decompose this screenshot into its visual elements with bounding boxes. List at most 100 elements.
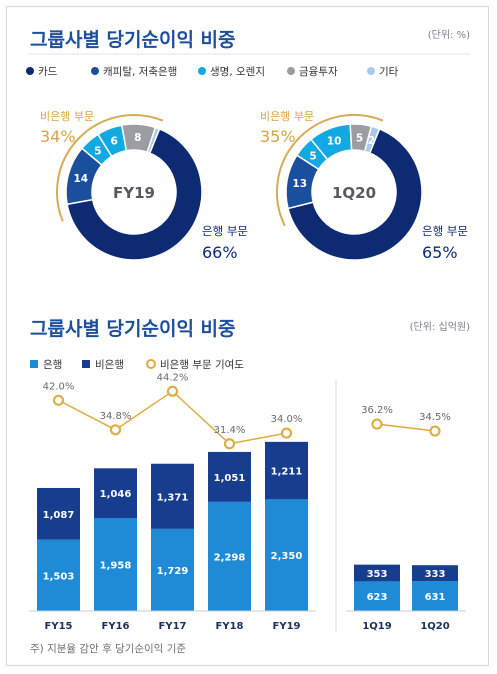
section1-legend: 카드 캐피탈, 저축은행 생명, 오렌지 금융투자 기타	[26, 65, 399, 78]
donut1-slice-0	[287, 127, 423, 261]
legend1-label-0: 카드	[38, 66, 58, 78]
legend2-swatch-0	[30, 360, 38, 368]
line0-point-fy16	[109, 424, 122, 436]
line0-label-fy15: 42.0%	[43, 381, 75, 392]
bar1-xtick-1q19: 1Q19	[362, 621, 391, 632]
line1-contribution	[376, 423, 436, 432]
section2-unit: (단위: 십억원)	[410, 320, 470, 333]
donut0-slice-5	[146, 126, 161, 155]
legend1-swatch-4	[367, 67, 375, 75]
bar0-bank-label-fy19: 2,350	[271, 551, 303, 562]
bar0-xtick-fy15: FY15	[45, 621, 73, 632]
legend1-swatch-1	[91, 67, 99, 75]
bar0-bank-fy17	[151, 528, 194, 611]
legend2-label-2: 비은행 부문 기여도	[160, 359, 244, 371]
bar1-nonbank-label-1q20: 333	[425, 569, 446, 580]
legend2-label-0: 은행	[43, 359, 62, 371]
bar1-bank-label-1q19: 623	[367, 592, 388, 603]
bar1-xtick-1q20: 1Q20	[420, 621, 449, 632]
bar0-nonbank-fy15	[37, 487, 80, 540]
bar0-nonbank-label-fy19: 1,211	[271, 467, 303, 478]
bar0-nonbank-label-fy17: 1,371	[157, 492, 189, 503]
bar1-bank-label-1q20: 631	[425, 592, 446, 603]
line0-point-fy15	[52, 394, 65, 406]
donut1-label-5: 2	[368, 135, 375, 147]
donut0-nonbank-arc	[56, 114, 164, 222]
line1-point-1q20	[429, 425, 441, 437]
bar1-nonbank-1q20	[412, 565, 458, 582]
bar1-bank-1q19	[354, 581, 400, 611]
section2-legend: 은행 비은행 비은행 부문 기여도	[30, 359, 244, 371]
donut1-label-1: 13	[292, 178, 307, 190]
donut0-bank-value: 66%	[202, 243, 238, 262]
bar0-nonbank-fy16	[94, 468, 137, 518]
legend1-label-4: 기타	[379, 66, 399, 78]
bar0-nonbank-fy17	[151, 463, 194, 529]
bar0-nonbank-fy19	[265, 441, 308, 500]
line1-label-1q19: 36.2%	[361, 405, 393, 416]
bar-charts: 1,503 1,087 FY15 1,958 1,046 FY16 1,729 1,371 FY…	[29, 372, 466, 632]
line0-point-fy18	[223, 438, 236, 450]
donut1-label-4: 5	[356, 132, 363, 144]
bar1-nonbank-label-1q19: 353	[367, 569, 388, 580]
donut0-slice-0	[66, 127, 203, 261]
legend1-swatch-2	[198, 67, 206, 75]
line1-point-1q19	[371, 418, 383, 430]
bar0-bank-label-fy18: 2,298	[214, 552, 246, 563]
bar0-bank-label-fy16: 1,958	[100, 560, 132, 571]
legend1-swatch-3	[287, 67, 295, 75]
donut0-nonbank-label: 비은행 부문	[40, 110, 94, 123]
legend1-swatch-0	[26, 67, 34, 75]
line0-label-fy18: 31.4%	[214, 425, 246, 436]
bar0-xtick-fy17: FY17	[159, 621, 187, 632]
bar0-nonbank-label-fy16: 1,046	[100, 489, 132, 500]
bar0-nonbank-label-fy15: 1,087	[43, 510, 75, 521]
section1-title: 그룹사별 당기순이익 비중	[30, 29, 236, 51]
bar0-xtick-fy19: FY19	[273, 621, 301, 632]
bar1-nonbank-1q19	[354, 564, 400, 582]
donut1-nonbank-arc	[276, 114, 384, 227]
line0-label-fy16: 34.8%	[100, 411, 132, 422]
bar0-xtick-fy16: FY16	[102, 621, 130, 632]
footnote: 주) 지분율 감안 후 당기순이익 기준	[30, 643, 186, 655]
line0-contribution	[58, 390, 287, 445]
donut0-center-label: FY19	[113, 184, 155, 202]
bar1-bank-1q20	[412, 581, 458, 611]
donut1-label-3: 10	[327, 136, 342, 148]
line1-label-1q20: 34.5%	[419, 412, 451, 423]
donut1-label-2: 5	[309, 150, 316, 162]
bar0-bank-fy19	[265, 499, 308, 611]
bar0-bank-fy18	[208, 501, 251, 611]
bar0-nonbank-fy18	[208, 451, 251, 502]
line0-label-fy19: 34.0%	[271, 414, 303, 425]
legend1-label-2: 생명, 오렌지	[210, 66, 265, 78]
legend1-label-3: 금융투자	[299, 66, 338, 78]
donut1-nonbank-label: 비은행 부문	[260, 110, 314, 123]
donut0-label-1: 14	[74, 173, 89, 185]
bar0-nonbank-label-fy18: 1,051	[214, 473, 246, 484]
bar0-bank-fy15	[37, 539, 80, 611]
line0-point-fy19	[280, 427, 293, 439]
section1-unit: (단위: %)	[428, 28, 470, 41]
donut1-nonbank-value: 35%	[260, 127, 296, 146]
legend1-label-1: 캐피탈, 저축은행	[103, 65, 177, 78]
donut1-bank-value: 65%	[422, 243, 458, 262]
donut1-bank-label: 은행 부문	[422, 224, 468, 238]
line0-label-fy17: 44.2%	[157, 372, 189, 383]
donut0-label-2: 5	[94, 145, 101, 157]
donut1-center-label: 1Q20	[332, 184, 376, 202]
donut0-label-3: 6	[110, 136, 117, 148]
donut0-label-4: 8	[134, 132, 141, 144]
donut0-bank-label: 은행 부문	[202, 224, 248, 238]
legend2-swatch-1	[82, 360, 90, 368]
bar0-bank-fy16	[94, 517, 137, 611]
donut1-slice-5	[363, 125, 381, 155]
bar0-bank-label-fy15: 1,503	[43, 571, 75, 582]
bar0-xtick-fy18: FY18	[216, 621, 244, 632]
legend2-swatch-2	[146, 359, 156, 369]
donut0-nonbank-value: 34%	[40, 127, 76, 146]
line0-point-fy17	[166, 385, 179, 397]
legend2-label-1: 비은행	[95, 359, 124, 371]
